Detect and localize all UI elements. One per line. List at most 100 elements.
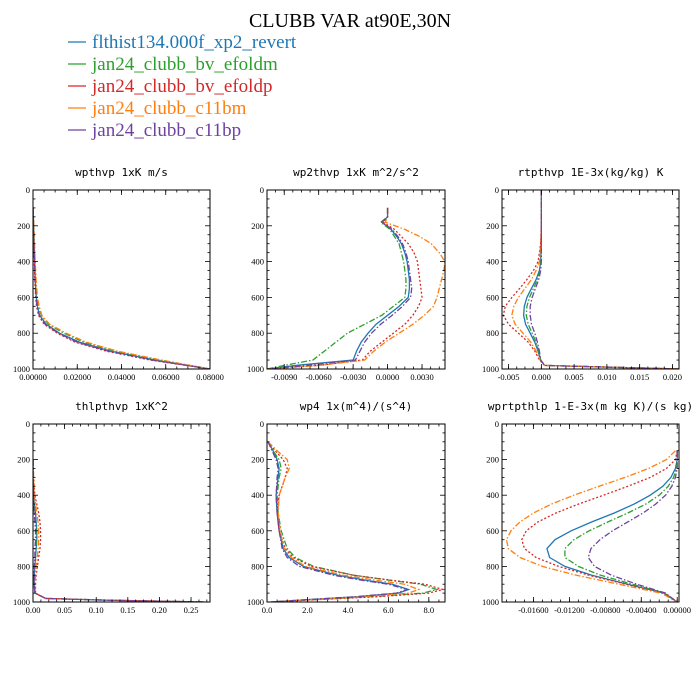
x-tick-label: 0.000 [532,372,551,382]
panel-title: wp2thvp 1xK m^2/s^2 [293,166,419,179]
series-line [522,190,679,369]
y-tick-label: 400 [486,257,499,267]
series-line [502,190,679,369]
series-line [267,207,411,369]
y-tick-label: 0 [26,185,30,195]
y-tick-label: 1000 [13,597,30,607]
series-line [267,441,409,602]
y-tick-label: 800 [486,561,499,571]
plot-frame [32,423,211,603]
x-tick-label: 0.0 [262,605,273,615]
legend-label: jan24_clubb_c11bp [91,120,241,141]
y-tick-label: 600 [251,292,264,302]
y-tick-label: 1000 [482,597,499,607]
x-tick-label: 2.0 [302,605,313,615]
y-tick-label: 400 [17,257,30,267]
y-tick-label: 200 [17,455,30,465]
series-line [267,441,440,602]
y-tick-label: 1000 [247,364,264,374]
x-tick-label: 0.015 [630,372,649,382]
series-line [546,450,678,602]
y-tick-label: 600 [486,526,499,536]
x-tick-label: 0.00000 [663,605,691,615]
x-tick-label: 0.010 [597,372,616,382]
x-tick-label: 0.06000 [152,372,180,382]
x-tick-label: -0.0060 [306,372,332,382]
series-line [33,459,204,602]
plot-frame [266,189,446,370]
y-tick-label: 1000 [13,364,30,374]
series-line [33,459,204,602]
y-tick-label: 200 [486,455,499,465]
y-tick-label: 800 [251,328,264,338]
series-line [33,207,210,369]
y-tick-label: 400 [251,257,264,267]
y-tick-label: 800 [486,328,499,338]
chart-panel: rtpthvp 1E-3x(kg/kg) K 0 200 400 600 800 1000-… [482,166,682,382]
panel-title: wpthvp 1xK m/s [75,166,168,179]
y-tick-label: 800 [251,561,264,571]
series-line [267,207,413,369]
series-line [529,190,679,369]
series-line [33,459,204,602]
y-tick-label: 1000 [482,364,499,374]
y-tick-label: 600 [17,292,30,302]
x-tick-label: -0.0090 [271,372,297,382]
plot-frame [32,189,211,370]
series-line [587,450,678,602]
y-tick-label: 400 [17,490,30,500]
y-tick-label: 400 [251,490,264,500]
x-tick-label: 0.20 [152,605,167,615]
y-tick-label: 200 [251,221,264,231]
panel-title: rtpthvp 1E-3x(kg/kg) K [518,166,664,179]
chart-panel: wprtpthlp 1-E-3x(m kg K)/(s kg) 0 200 400 60… [482,400,693,615]
series-line [267,207,445,369]
panel-title: thlpthvp 1xK^2 [75,400,168,413]
series-line [267,207,423,369]
series-line [33,459,204,602]
x-tick-label: 0.04000 [108,372,136,382]
y-tick-label: 0 [495,419,499,429]
x-tick-label: -0.01200 [554,605,584,615]
series-line [33,207,210,369]
x-tick-label: 0.005 [565,372,584,382]
x-tick-label: 0.0030 [410,372,433,382]
y-tick-label: 600 [251,526,264,536]
x-tick-label: 6.0 [383,605,394,615]
y-tick-label: 1000 [247,597,264,607]
legend-label: jan24_clubb_c11bm [91,98,247,119]
x-tick-label: 0.020 [663,372,682,382]
legend: flthist134.000f_xp2_revertjan24_clubb_bv… [68,32,297,141]
legend-label: jan24_clubb_bv_efoldm [91,54,278,75]
series-line [564,450,678,602]
series-line [521,450,678,602]
x-tick-label: 0.10 [89,605,104,615]
y-tick-label: 600 [486,292,499,302]
x-tick-label: -0.0030 [340,372,366,382]
x-tick-label: 0.02000 [63,372,91,382]
figure-title: CLUBB VAR at90E,30N [249,10,451,32]
y-tick-label: 0 [495,185,499,195]
y-tick-label: 600 [17,526,30,536]
y-tick-label: 200 [251,455,264,465]
series-line [33,459,204,602]
legend-label: jan24_clubb_bv_efoldp [91,76,272,97]
x-tick-label: 8.0 [424,605,435,615]
x-tick-label: 0.00000 [19,372,47,382]
x-tick-label: -0.00800 [590,605,620,615]
series-line [505,450,678,602]
y-tick-label: 200 [17,221,30,231]
y-tick-label: 0 [260,419,264,429]
x-tick-label: 4.0 [343,605,354,615]
x-tick-label: 0.15 [120,605,135,615]
series-line [33,207,210,369]
series-line [33,207,210,369]
x-tick-label: 0.05 [57,605,72,615]
series-line [33,207,210,369]
x-tick-label: 0.25 [184,605,199,615]
x-tick-label: -0.005 [498,372,520,382]
